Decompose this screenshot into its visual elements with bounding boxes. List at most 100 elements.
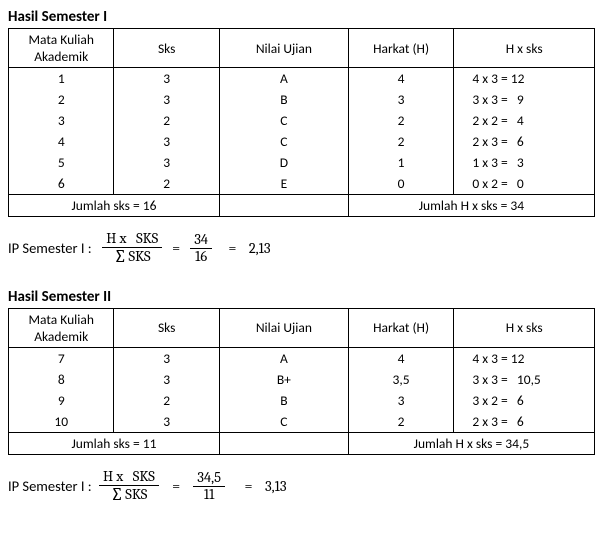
semester1-formula: IP Semester I : H x SKS ∑SKS = 34 16 = 2… (8, 231, 595, 266)
cell-sks: 3 (114, 89, 219, 110)
cell-hx: 1 x 3 = 3 (454, 152, 595, 173)
cell-mk: 3 (9, 110, 114, 131)
cell-sks: 2 (114, 110, 219, 131)
formula-num2: 34,5 (193, 470, 225, 487)
cell-nilai: C (219, 411, 348, 433)
cell-mk: 10 (9, 411, 114, 433)
semester2-formula: IP Semester I : H x SKS ∑SKS = 34,5 11 =… (8, 469, 595, 504)
cell-hk: 0 (348, 173, 453, 195)
cell-mk: 7 (9, 347, 114, 369)
formula-den2: 11 (200, 487, 219, 503)
footer-left: Jumlah sks = 11 (9, 432, 220, 454)
header-harkat: Harkat (H) (348, 29, 453, 68)
table-header-row: Mata Kuliah Akademik Sks Nilai Ujian Har… (9, 29, 595, 68)
cell-hx: 3 x 3 = 9 (454, 89, 595, 110)
formula-den2: 16 (191, 249, 211, 265)
cell-sks: 2 (114, 390, 219, 411)
footer-blank (219, 432, 348, 454)
header-sks: Sks (114, 308, 219, 347)
sigma-icon: ∑ (114, 248, 127, 266)
cell-sks: 3 (114, 68, 219, 90)
cell-nilai: A (219, 347, 348, 369)
formula-den1: ∑SKS (107, 486, 152, 504)
cell-mk: 5 (9, 152, 114, 173)
footer-blank (219, 195, 348, 217)
formula-fraction-1: H x SKS ∑SKS (99, 469, 159, 504)
formula-fraction-2: 34 16 (190, 232, 212, 265)
cell-hk: 2 (348, 411, 453, 433)
semester1-table: Mata Kuliah Akademik Sks Nilai Ujian Har… (8, 28, 595, 217)
cell-sks: 3 (114, 411, 219, 433)
table-footer-row: Jumlah sks = 16 Jumlah H x sks = 34 (9, 195, 595, 217)
cell-sks: 2 (114, 173, 219, 195)
cell-mk: 4 (9, 131, 114, 152)
formula-label: IP Semester I : (8, 477, 95, 495)
formula-fraction-2: 34,5 11 (193, 470, 225, 503)
header-hxsks: H x sks (454, 29, 595, 68)
cell-mk: 6 (9, 173, 114, 195)
cell-hx: 4 x 3 = 12 (454, 347, 595, 369)
formula-den1-text: SKS (125, 487, 147, 503)
cell-nilai: C (219, 131, 348, 152)
cell-hx: 0 x 2 = 0 (454, 173, 595, 195)
header-hxsks: H x sks (454, 308, 595, 347)
cell-hx: 3 x 3 = 10,5 (454, 369, 595, 390)
equals-icon: = (172, 240, 180, 257)
formula-label: IP Semester I : (8, 239, 98, 257)
cell-hk: 3 (348, 390, 453, 411)
formula-num1: H x SKS (102, 231, 162, 248)
cell-hk: 2 (348, 110, 453, 131)
cell-mk: 9 (9, 390, 114, 411)
equals-icon: = (222, 240, 243, 257)
footer-left: Jumlah sks = 16 (9, 195, 220, 217)
header-nilai: Nilai Ujian (219, 29, 348, 68)
cell-nilai: A (219, 68, 348, 90)
header-harkat: Harkat (H) (348, 308, 453, 347)
cell-hk: 4 (348, 68, 453, 90)
header-nilai: Nilai Ujian (219, 308, 348, 347)
equals-icon: = (235, 478, 259, 495)
table-header-row: Mata Kuliah Akademik Sks Nilai Ujian Har… (9, 308, 595, 347)
table-row: 7 3 A 4 4 x 3 = 12 (9, 347, 595, 369)
cell-sks: 3 (114, 131, 219, 152)
cell-hk: 2 (348, 131, 453, 152)
formula-fraction-1: H x SKS ∑SKS (102, 231, 162, 266)
formula-den1: ∑SKS (110, 248, 155, 266)
table-row: 9 2 B 3 3 x 2 = 6 (9, 390, 595, 411)
table-row: 10 3 C 2 2 x 3 = 6 (9, 411, 595, 433)
cell-hx: 2 x 2 = 4 (454, 110, 595, 131)
cell-hx: 2 x 3 = 6 (454, 411, 595, 433)
cell-hk: 4 (348, 347, 453, 369)
table-row: 3 2 C 2 2 x 2 = 4 (9, 110, 595, 131)
formula-num1: H x SKS (99, 469, 159, 486)
semester1-title: Hasil Semester I (8, 8, 595, 26)
cell-nilai: D (219, 152, 348, 173)
cell-mk: 8 (9, 369, 114, 390)
formula-result: 2,13 (249, 240, 271, 257)
cell-hk: 3,5 (348, 369, 453, 390)
table-footer-row: Jumlah sks = 11 Jumlah H x sks = 34,5 (9, 432, 595, 454)
cell-mk: 2 (9, 89, 114, 110)
cell-hx: 2 x 3 = 6 (454, 131, 595, 152)
cell-mk: 1 (9, 68, 114, 90)
cell-nilai: C (219, 110, 348, 131)
semester2-table: Mata Kuliah Akademik Sks Nilai Ujian Har… (8, 308, 595, 455)
cell-nilai: B+ (219, 369, 348, 390)
cell-sks: 3 (114, 369, 219, 390)
sigma-icon: ∑ (111, 486, 124, 504)
header-mk: Mata Kuliah Akademik (9, 29, 114, 68)
equals-icon: = (169, 478, 183, 495)
table-row: 4 3 C 2 2 x 3 = 6 (9, 131, 595, 152)
cell-nilai: E (219, 173, 348, 195)
formula-result: 3,13 (265, 478, 287, 495)
cell-hx: 4 x 3 = 12 (454, 68, 595, 90)
semester2-title: Hasil Semester II (8, 288, 595, 306)
table-row: 5 3 D 1 1 x 3 = 3 (9, 152, 595, 173)
footer-right: Jumlah H x sks = 34 (348, 195, 594, 217)
formula-den1-text: SKS (129, 249, 151, 265)
table-row: 2 3 B 3 3 x 3 = 9 (9, 89, 595, 110)
cell-nilai: B (219, 89, 348, 110)
table-row: 8 3 B+ 3,5 3 x 3 = 10,5 (9, 369, 595, 390)
header-mk: Mata Kuliah Akademik (9, 308, 114, 347)
header-sks: Sks (114, 29, 219, 68)
